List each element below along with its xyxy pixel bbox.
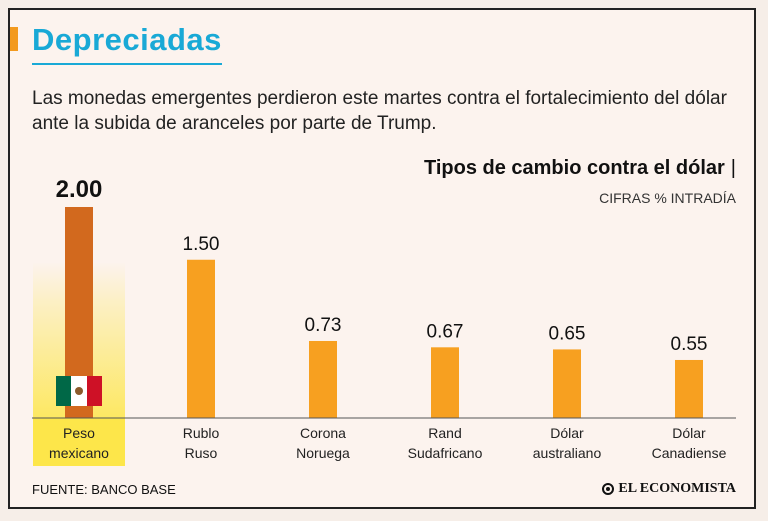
- flag-red-stripe: [87, 376, 102, 406]
- title-underline: [32, 63, 222, 65]
- bar-1: [187, 259, 215, 418]
- page-subtitle: Las monedas emergentes perdieron este ma…: [32, 88, 727, 134]
- bar-2: [309, 340, 337, 418]
- chart-title: Tipos de cambio contra el dólar |: [424, 157, 736, 180]
- data-label-4: 0.65: [549, 323, 586, 344]
- category-label-4-0: Dólar: [550, 425, 584, 441]
- title-accent-bar: [10, 27, 18, 51]
- data-label-1: 1.50: [183, 234, 220, 255]
- data-label-3: 0.67: [427, 321, 464, 342]
- publisher-logo: EL ECONOMISTA: [602, 481, 736, 497]
- category-label-2-1: Noruega: [296, 445, 350, 461]
- category-label-0-1: mexicano: [49, 445, 109, 461]
- category-label-3-0: Rand: [428, 425, 461, 441]
- data-label-5: 0.55: [671, 334, 708, 355]
- category-label-2-0: Corona: [300, 425, 346, 441]
- chart-subtitle: CIFRAS % INTRADÍA: [599, 190, 736, 206]
- bar-4: [553, 349, 581, 418]
- bar-3: [431, 347, 459, 418]
- source-note: FUENTE: BANCO BASE: [32, 482, 176, 497]
- category-label-4-1: australiano: [533, 445, 602, 461]
- category-label-1-1: Ruso: [185, 445, 218, 461]
- category-label-3-1: Sudafricano: [408, 445, 483, 461]
- chart-title-separator: |: [730, 157, 736, 179]
- category-label-1-0: Rublo: [183, 425, 220, 441]
- infographic-frame: [8, 8, 756, 509]
- category-label-5-0: Dólar: [672, 425, 706, 441]
- flag-emblem: [75, 387, 83, 395]
- mexico-flag-icon: [56, 376, 71, 406]
- bar-5: [675, 359, 703, 418]
- logo-text: EL ECONOMISTA: [618, 481, 736, 496]
- category-label-0-0: Peso: [63, 425, 95, 441]
- chart-title-text: Tipos de cambio contra el dólar: [423, 157, 725, 179]
- page-title: Depreciadas: [32, 22, 222, 57]
- logo-mark-icon: [602, 483, 615, 495]
- data-label-2: 0.73: [305, 315, 342, 336]
- data-label-0: 2.00: [56, 176, 103, 203]
- category-label-5-1: Canadiense: [652, 445, 727, 461]
- highlight-label-bg: [33, 418, 125, 466]
